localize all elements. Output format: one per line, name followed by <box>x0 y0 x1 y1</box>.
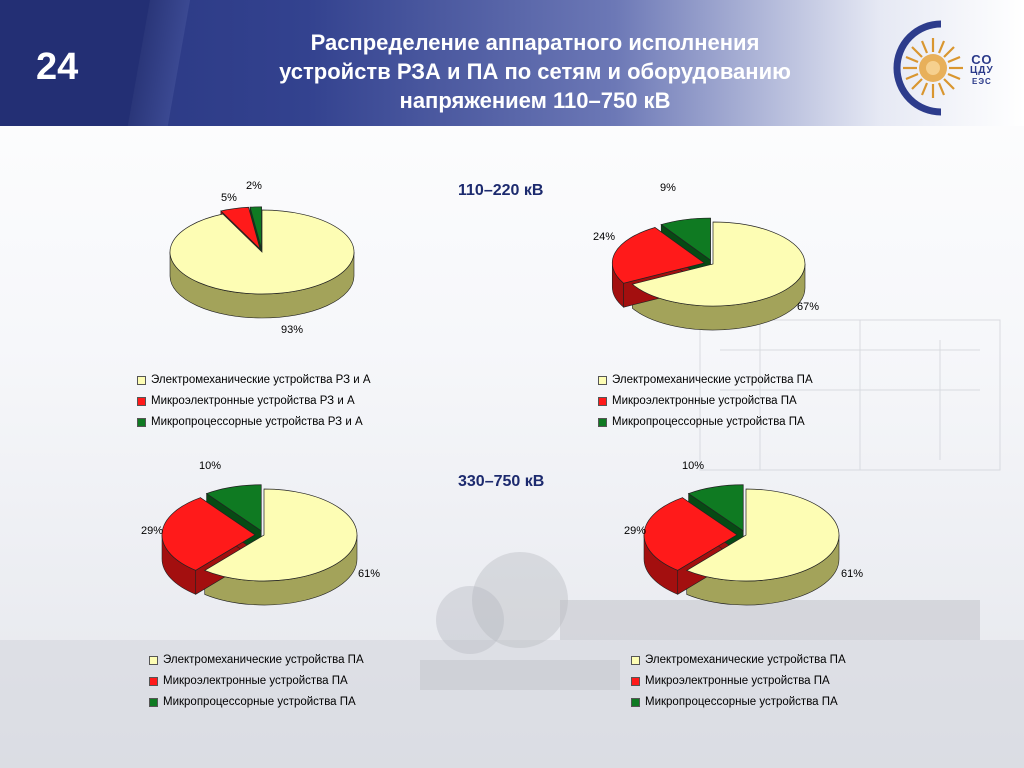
legend-label: Микропроцессорные устройства РЗ и А <box>151 416 363 428</box>
logo-line-1: СО <box>971 52 993 67</box>
legend-chart-3: Электромеханические устройства ПА Микроэ… <box>149 650 364 713</box>
pie-slice-label: 10% <box>199 460 221 472</box>
legend-item: Микроэлектронные устройства ПА <box>149 671 364 692</box>
pie-slice-label: 61% <box>841 568 863 580</box>
slide-title: Распределение аппаратного исполнения уст… <box>225 28 845 115</box>
legend-swatch-microprocessor <box>631 698 640 707</box>
pie-slice-label: 5% <box>221 192 237 204</box>
pie-slice-label: 24% <box>593 231 615 243</box>
pie-slice-label: 29% <box>624 525 646 537</box>
logo-line-3: ЕЭС <box>971 77 992 86</box>
legend-label: Микроэлектронные устройства ПА <box>645 675 830 687</box>
legend-label: Электромеханические устройства ПА <box>645 654 846 666</box>
title-line-3: напряжением 110–750 кВ <box>399 88 671 113</box>
pie-slice <box>169 209 355 295</box>
legend-label: Электромеханические устройства ПА <box>612 374 813 386</box>
legend-swatch-microelectronic <box>598 397 607 406</box>
header-strip <box>0 0 150 126</box>
legend-item: Микропроцессорные устройства ПА <box>149 692 364 713</box>
section-title-330-750: 330–750 кВ <box>458 473 545 490</box>
logo-text: СО ЦДУ ЕЭС <box>970 52 994 87</box>
legend-item: Микроэлектронные устройства ПА <box>598 391 813 412</box>
legend-chart-4: Электромеханические устройства ПА Микроэ… <box>631 650 846 713</box>
legend-swatch-electromechanical <box>598 376 607 385</box>
legend-label: Микроэлектронные устройства ПА <box>612 395 797 407</box>
legend-chart-2: Электромеханические устройства ПА Микроэ… <box>598 370 813 433</box>
legend-swatch-electromechanical <box>137 376 146 385</box>
legend-item: Электромеханические устройства ПА <box>631 650 846 671</box>
legend-swatch-microprocessor <box>137 418 146 427</box>
pie-slice-label: 29% <box>141 525 163 537</box>
legend-swatch-microelectronic <box>149 677 158 686</box>
pie-slice-label: 9% <box>660 182 676 194</box>
legend-item: Микропроцессорные устройства ПА <box>631 692 846 713</box>
pie-slice-label: 67% <box>797 301 819 313</box>
pie-slice-label: 10% <box>682 460 704 472</box>
section-title-110-220: 110–220 кВ <box>458 182 544 199</box>
legend-item: Микропроцессорные устройства РЗ и А <box>137 412 371 433</box>
pie-slice-label: 2% <box>246 180 262 192</box>
header-banner <box>0 0 1024 126</box>
title-line-2: устройств РЗА и ПА по сетям и оборудован… <box>279 59 791 84</box>
legend-item: Микропроцессорные устройства ПА <box>598 412 813 433</box>
pie-slice <box>611 227 706 284</box>
pie-chart-2: 67% 24% 9% <box>593 182 819 331</box>
slide-number: 24 <box>36 46 79 88</box>
legend-swatch-microelectronic <box>631 677 640 686</box>
pie-chart-1: 93% 5% 2% <box>169 180 355 336</box>
pie-slice <box>161 497 256 571</box>
background-control-room-image <box>0 319 1024 768</box>
sun-icon <box>903 38 963 98</box>
legend-swatch-electromechanical <box>631 656 640 665</box>
legend-item: Микроэлектронные устройства РЗ и А <box>137 391 371 412</box>
logo-line-2: ЦДУ <box>970 65 994 76</box>
pie-slice <box>685 488 840 582</box>
legend-label: Микропроцессорные устройства ПА <box>612 416 805 428</box>
legend-swatch-microprocessor <box>598 418 607 427</box>
title-line-1: Распределение аппаратного исполнения <box>310 30 760 55</box>
pie-slice <box>687 484 744 532</box>
pie-slice <box>249 206 262 249</box>
legend-item: Электромеханические устройства ПА <box>149 650 364 671</box>
legend-swatch-electromechanical <box>149 656 158 665</box>
pie-slice <box>660 217 711 261</box>
legend-label: Микроэлектронные устройства ПА <box>163 675 348 687</box>
company-logo <box>893 20 963 116</box>
legend-swatch-microprocessor <box>149 698 158 707</box>
legend-label: Микроэлектронные устройства РЗ и А <box>151 395 355 407</box>
pie-slice <box>643 497 738 571</box>
legend-label: Электромеханические устройства РЗ и А <box>151 374 371 386</box>
legend-label: Электромеханические устройства ПА <box>163 654 364 666</box>
pie-slice <box>205 484 262 532</box>
legend-label: Микропроцессорные устройства ПА <box>645 696 838 708</box>
logo-arc-icon <box>893 20 942 116</box>
pie-slice-label: 93% <box>281 324 303 336</box>
legend-swatch-microelectronic <box>137 397 146 406</box>
pie-slice-label: 61% <box>358 568 380 580</box>
legend-item: Электромеханические устройства ПА <box>598 370 813 391</box>
legend-chart-1: Электромеханические устройства РЗ и А Ми… <box>137 370 371 433</box>
legend-item: Микроэлектронные устройства ПА <box>631 671 846 692</box>
pie-slice <box>220 206 261 251</box>
legend-item: Электромеханические устройства РЗ и А <box>137 370 371 391</box>
pie-slice <box>631 221 806 307</box>
pie-slice <box>203 488 358 582</box>
pie-chart-4: 61% 29% 10% <box>624 460 863 606</box>
legend-label: Микропроцессорные устройства ПА <box>163 696 356 708</box>
pie-chart-3: 61% 29% 10% <box>141 460 380 606</box>
